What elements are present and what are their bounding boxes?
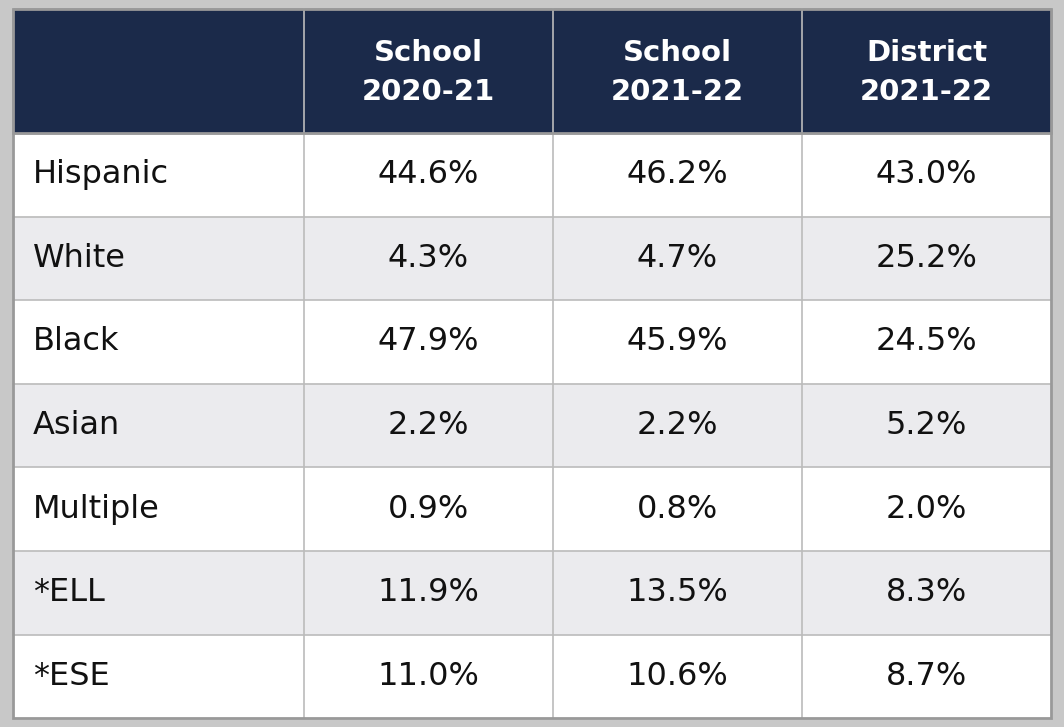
Text: *ELL: *ELL bbox=[33, 577, 105, 608]
Text: School: School bbox=[373, 39, 483, 68]
Text: 44.6%: 44.6% bbox=[378, 159, 479, 190]
Bar bbox=[13, 9, 1051, 133]
Bar bbox=[13, 384, 1051, 467]
Text: 4.7%: 4.7% bbox=[637, 243, 718, 274]
Text: 11.0%: 11.0% bbox=[378, 661, 479, 692]
Text: 5.2%: 5.2% bbox=[886, 410, 967, 441]
Text: 0.8%: 0.8% bbox=[636, 494, 718, 525]
Bar bbox=[13, 217, 1051, 300]
Text: 11.9%: 11.9% bbox=[378, 577, 479, 608]
Bar bbox=[13, 467, 1051, 551]
Text: 43.0%: 43.0% bbox=[876, 159, 978, 190]
Bar bbox=[13, 635, 1051, 718]
Text: 10.6%: 10.6% bbox=[627, 661, 728, 692]
Text: 2020-21: 2020-21 bbox=[362, 78, 495, 106]
Text: Hispanic: Hispanic bbox=[33, 159, 169, 190]
Text: *ESE: *ESE bbox=[33, 661, 110, 692]
Text: 8.7%: 8.7% bbox=[886, 661, 967, 692]
Text: 13.5%: 13.5% bbox=[627, 577, 728, 608]
Text: Multiple: Multiple bbox=[33, 494, 160, 525]
Text: 45.9%: 45.9% bbox=[627, 326, 728, 358]
Text: 47.9%: 47.9% bbox=[378, 326, 479, 358]
Text: School: School bbox=[622, 39, 732, 68]
Text: Asian: Asian bbox=[33, 410, 120, 441]
Text: 24.5%: 24.5% bbox=[876, 326, 978, 358]
Bar bbox=[13, 300, 1051, 384]
Text: District: District bbox=[866, 39, 987, 68]
Text: 46.2%: 46.2% bbox=[627, 159, 728, 190]
Text: 2.0%: 2.0% bbox=[886, 494, 967, 525]
Text: 8.3%: 8.3% bbox=[886, 577, 967, 608]
Bar bbox=[13, 133, 1051, 217]
Text: 2021-22: 2021-22 bbox=[611, 78, 744, 106]
Text: Black: Black bbox=[33, 326, 119, 358]
Text: 25.2%: 25.2% bbox=[876, 243, 978, 274]
Text: 4.3%: 4.3% bbox=[387, 243, 469, 274]
Text: 2021-22: 2021-22 bbox=[860, 78, 993, 106]
Text: 2.2%: 2.2% bbox=[387, 410, 469, 441]
Text: 0.9%: 0.9% bbox=[387, 494, 469, 525]
Bar bbox=[13, 551, 1051, 635]
Text: 2.2%: 2.2% bbox=[636, 410, 718, 441]
Text: White: White bbox=[33, 243, 127, 274]
